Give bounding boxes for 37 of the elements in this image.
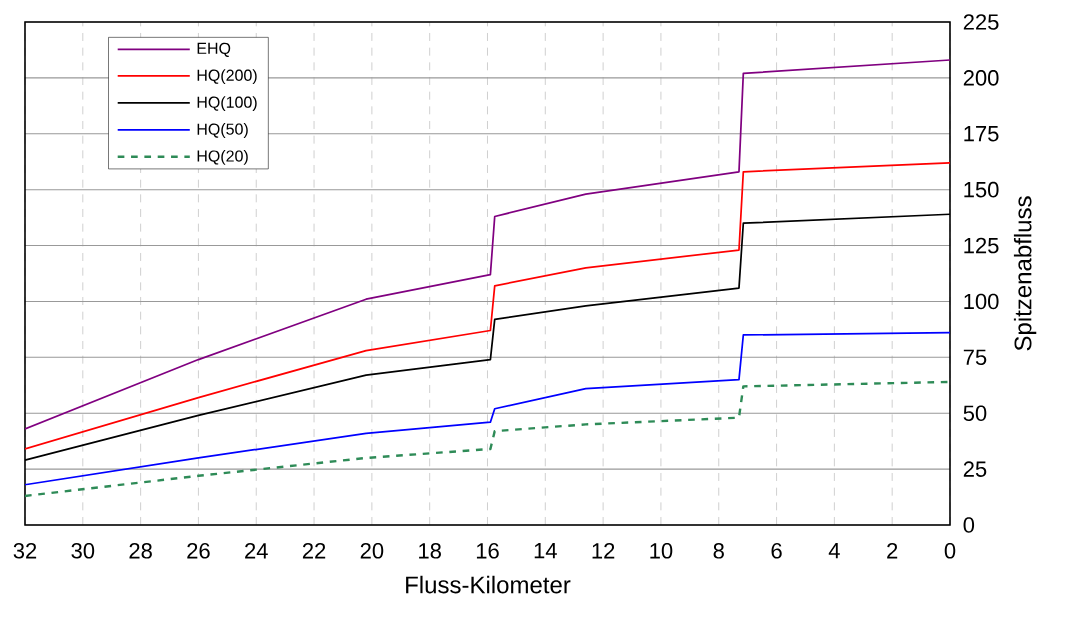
y-tick-label: 225 — [963, 14, 999, 30]
legend-label: HQ(20) — [197, 149, 248, 165]
y-tick-label: 100 — [964, 293, 999, 310]
x-tick-label: 12 — [592, 543, 615, 559]
x-tick-label: 16 — [476, 543, 499, 559]
y-tick-label: 200 — [963, 70, 999, 86]
x-tick-label: 4 — [828, 543, 840, 559]
y-tick-label: 150 — [964, 181, 999, 198]
x-tick-label: 6 — [771, 543, 782, 559]
line-series — [25, 380, 950, 498]
y-tick-label: 125 — [964, 237, 999, 254]
x-tick-label: 18 — [419, 543, 441, 559]
x-tick-label: 2 — [887, 543, 898, 559]
x-tick-label: 24 — [245, 543, 268, 559]
x-tick-label: 20 — [360, 543, 384, 559]
legend-label: HQ(50) — [197, 123, 248, 138]
x-tick-label: 8 — [713, 543, 724, 559]
x-tick-label: 0 — [944, 543, 956, 559]
y-tick-label: 0 — [963, 517, 975, 533]
line-series — [25, 59, 950, 430]
y-tick-label: 75 — [963, 349, 987, 365]
y-tick-label: 175 — [964, 126, 999, 142]
x-tick-label: 14 — [534, 543, 557, 559]
y-axis-title: Spitzenabfluss — [1013, 196, 1037, 351]
legend-label: HQ(100) — [197, 96, 257, 112]
x-tick-label: 10 — [650, 543, 673, 559]
legend-label: EHQ — [197, 42, 231, 57]
legend-label: HQ(200) — [197, 69, 257, 85]
x-tick-label: 28 — [129, 543, 152, 559]
x-tick-label: 30 — [71, 543, 95, 559]
y-tick-label: 50 — [963, 405, 987, 421]
line-series — [25, 331, 950, 486]
x-tick-label: 22 — [302, 543, 326, 559]
x-tick-label: 26 — [187, 543, 210, 559]
x-axis-title: Fluss-Kilometer — [406, 575, 571, 594]
y-tick-label: 25 — [963, 461, 987, 477]
x-tick-label: 32 — [13, 543, 37, 559]
